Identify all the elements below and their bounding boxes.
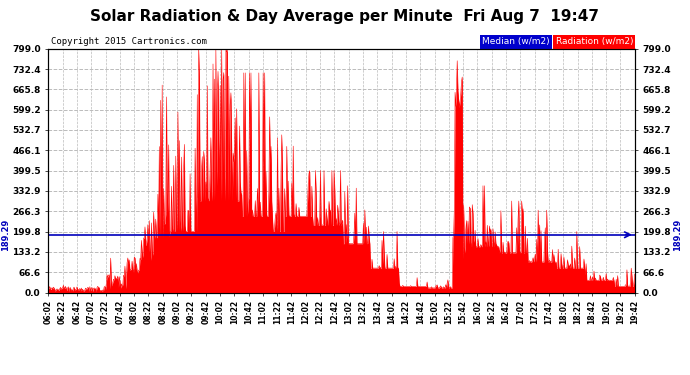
Text: Solar Radiation & Day Average per Minute  Fri Aug 7  19:47: Solar Radiation & Day Average per Minute… [90, 9, 600, 24]
Text: Median (w/m2): Median (w/m2) [482, 38, 550, 46]
Text: Copyright 2015 Cartronics.com: Copyright 2015 Cartronics.com [51, 38, 207, 46]
Text: 189.29: 189.29 [1, 219, 10, 251]
Text: 189.29: 189.29 [673, 219, 682, 251]
Text: Radiation (w/m2): Radiation (w/m2) [555, 38, 633, 46]
